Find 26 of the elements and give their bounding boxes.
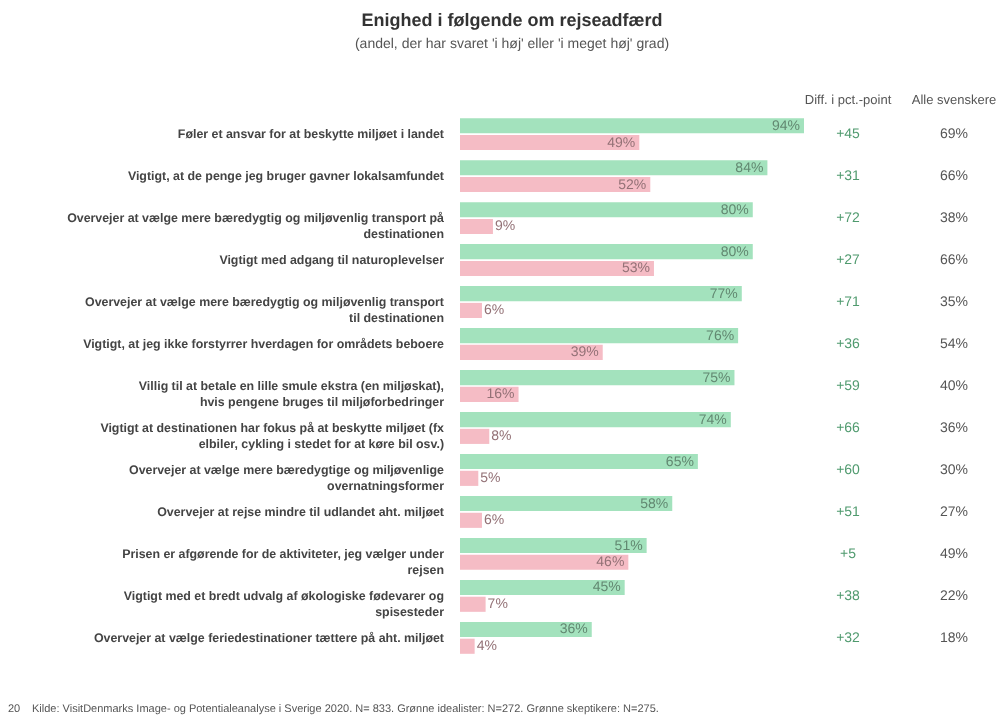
bar [460, 202, 753, 218]
bar [460, 118, 804, 134]
chart-title: Enighed i følgende om rejseadfærd [361, 10, 663, 30]
bar [460, 579, 625, 596]
bar [460, 412, 731, 428]
bar [460, 260, 654, 277]
bar [460, 554, 629, 570]
bar [460, 244, 753, 260]
bar [460, 454, 698, 470]
bar [460, 328, 739, 344]
bar [460, 134, 640, 151]
bar [460, 638, 475, 654]
bar [460, 286, 742, 302]
bar [460, 302, 482, 318]
bar [460, 344, 603, 360]
bar [460, 495, 673, 512]
bar [460, 160, 768, 176]
bar [460, 621, 592, 638]
bar [460, 596, 486, 612]
bar [460, 218, 493, 235]
bar [460, 512, 482, 528]
bar [460, 370, 735, 386]
bar [460, 537, 647, 554]
bar [460, 470, 479, 486]
bar [460, 176, 651, 193]
bar [460, 428, 490, 444]
